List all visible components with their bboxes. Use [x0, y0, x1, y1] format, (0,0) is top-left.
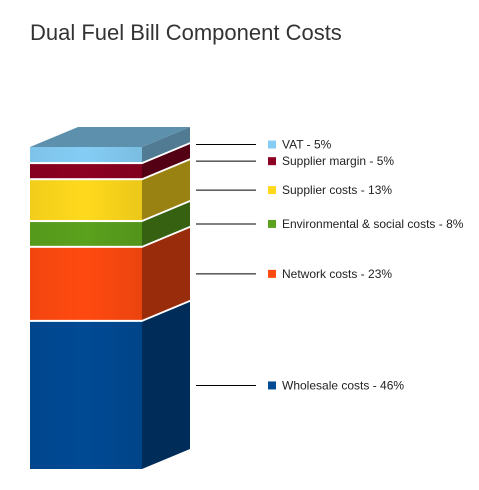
legend-label-vat: VAT - 5% [282, 138, 332, 152]
bar-front-supplier-costs [30, 180, 142, 221]
legend-label-network-costs: Network costs - 23% [282, 267, 392, 281]
legend-swatch-vat [268, 140, 276, 149]
bar-segment-environmental-and-social-costs [30, 202, 190, 246]
legend-swatch-supplier-costs [268, 186, 276, 195]
bar-front-vat [30, 147, 142, 163]
legend-label-environmental-and-social-costs: Environmental & social costs - 8% [282, 217, 464, 231]
bar-segment-network-costs [30, 227, 190, 320]
bar-segment-wholesale-costs [30, 301, 190, 469]
chart-title: Dual Fuel Bill Component Costs [30, 20, 342, 45]
legend-label-supplier-margin: Supplier margin - 5% [282, 154, 394, 168]
bar-front-supplier-margin [30, 164, 142, 179]
legend-item-vat: VAT - 5% [196, 138, 332, 152]
legend-swatch-network-costs [268, 269, 276, 278]
legend-swatch-supplier-margin [268, 157, 276, 166]
bar-side-supplier-margin [142, 144, 190, 179]
bar-side-network-costs [142, 227, 190, 320]
bar-front-network-costs [30, 247, 142, 320]
legend-item-environmental-and-social-costs: Environmental & social costs - 8% [196, 217, 464, 231]
legend-label-supplier-costs: Supplier costs - 13% [282, 183, 392, 197]
bar-side-vat [142, 127, 190, 163]
bar-segment-supplier-margin [30, 144, 190, 179]
legend-item-wholesale-costs: Wholesale costs - 46% [196, 378, 404, 392]
legend-item-network-costs: Network costs - 23% [196, 267, 392, 281]
bar-segment-vat [30, 127, 190, 163]
bar-side-supplier-costs [142, 160, 190, 221]
legend-swatch-environmental-and-social-costs [268, 219, 276, 228]
bar-top-vat [30, 127, 190, 147]
bar-side-wholesale-costs [142, 301, 190, 469]
legend-item-supplier-costs: Supplier costs - 13% [196, 183, 392, 197]
legend-label-wholesale-costs: Wholesale costs - 46% [282, 378, 404, 392]
bar-segment-supplier-costs [30, 160, 190, 221]
legend-swatch-wholesale-costs [268, 381, 276, 390]
bar-front-wholesale-costs [30, 321, 142, 469]
bar-side-environmental-and-social-costs [142, 202, 190, 246]
bar-front-environmental-and-social-costs [30, 222, 142, 246]
legend-layer: Wholesale costs - 46% Network costs - 23%… [196, 138, 464, 392]
bars-layer [30, 127, 190, 469]
legend-item-supplier-margin: Supplier margin - 5% [196, 154, 394, 168]
